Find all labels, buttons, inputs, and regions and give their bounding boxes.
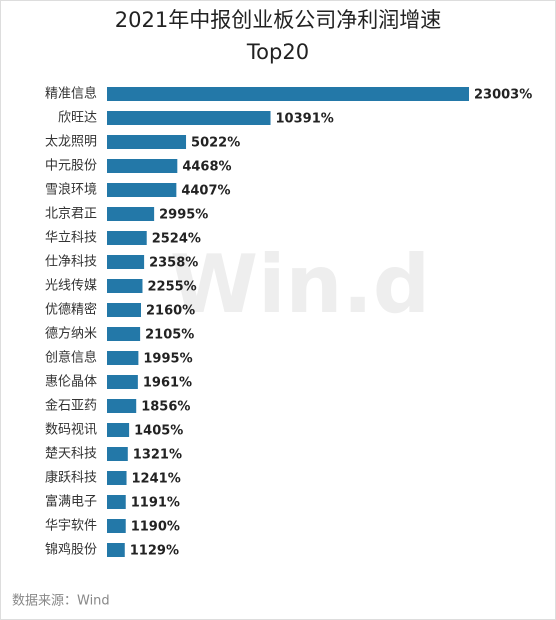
category-label: 康跃科技	[45, 470, 97, 486]
bar	[107, 183, 177, 197]
bar	[107, 87, 469, 101]
bar	[107, 399, 137, 413]
value-label: 2524%	[152, 232, 201, 247]
category-label: 精准信息	[45, 86, 97, 102]
category-label: 欣旺达	[58, 111, 97, 126]
value-label: 1241%	[132, 472, 181, 487]
bar	[107, 351, 139, 365]
bar	[107, 207, 155, 221]
value-label: 1321%	[133, 448, 182, 463]
category-label: 仕净科技	[45, 255, 97, 270]
value-label: 1961%	[143, 376, 192, 391]
bar	[107, 327, 141, 341]
bar	[107, 159, 178, 173]
category-label: 华立科技	[45, 231, 97, 246]
bar	[107, 447, 128, 461]
value-label: 1405%	[134, 424, 183, 439]
value-label: 5022%	[191, 136, 240, 151]
watermark: Win.d	[170, 238, 430, 331]
bar	[107, 303, 141, 317]
category-label: 楚天科技	[45, 447, 97, 462]
category-label: 金石亚药	[45, 398, 97, 414]
value-label: 1856%	[141, 400, 190, 415]
source-note: 数据来源：Wind	[12, 594, 110, 609]
bar	[107, 519, 126, 533]
value-label: 1995%	[143, 352, 192, 367]
category-label: 优德精密	[45, 302, 97, 318]
value-label: 1191%	[131, 496, 180, 511]
category-label: 中元股份	[45, 159, 97, 174]
value-label: 1190%	[131, 520, 180, 535]
category-label: 德方纳米	[45, 326, 97, 342]
value-label: 2255%	[147, 280, 196, 295]
value-label: 23003%	[474, 88, 532, 103]
bar	[107, 111, 271, 125]
bar	[107, 255, 145, 269]
category-label: 数码视讯	[45, 423, 97, 438]
category-label: 华宇软件	[45, 519, 97, 534]
bar	[107, 375, 138, 389]
bar	[107, 543, 125, 557]
category-label: 太龙照明	[45, 135, 97, 150]
category-label: 惠伦晶体	[45, 375, 97, 390]
bar	[107, 471, 127, 485]
value-label: 2160%	[146, 304, 195, 319]
value-label: 4468%	[182, 160, 231, 175]
bar	[107, 423, 130, 437]
value-label: 2358%	[149, 256, 198, 271]
value-label: 2105%	[145, 328, 194, 343]
category-label: 北京君正	[45, 207, 97, 222]
value-label: 1129%	[130, 544, 179, 559]
value-label: 4407%	[181, 184, 230, 199]
category-label: 锦鸡股份	[45, 542, 97, 558]
category-label: 雪浪环境	[45, 183, 97, 198]
category-label: 富满电子	[45, 494, 97, 510]
category-label: 创意信息	[45, 350, 97, 366]
chart-title: Top20	[246, 40, 309, 64]
value-label: 2995%	[159, 208, 208, 223]
bar	[107, 231, 147, 245]
bar	[107, 495, 126, 509]
category-label: 光线传媒	[45, 279, 97, 294]
value-label: 10391%	[276, 112, 334, 127]
bar	[107, 135, 187, 149]
chart-title: 2021年中报创业板公司净利润增速	[115, 8, 441, 32]
bar	[107, 279, 143, 293]
